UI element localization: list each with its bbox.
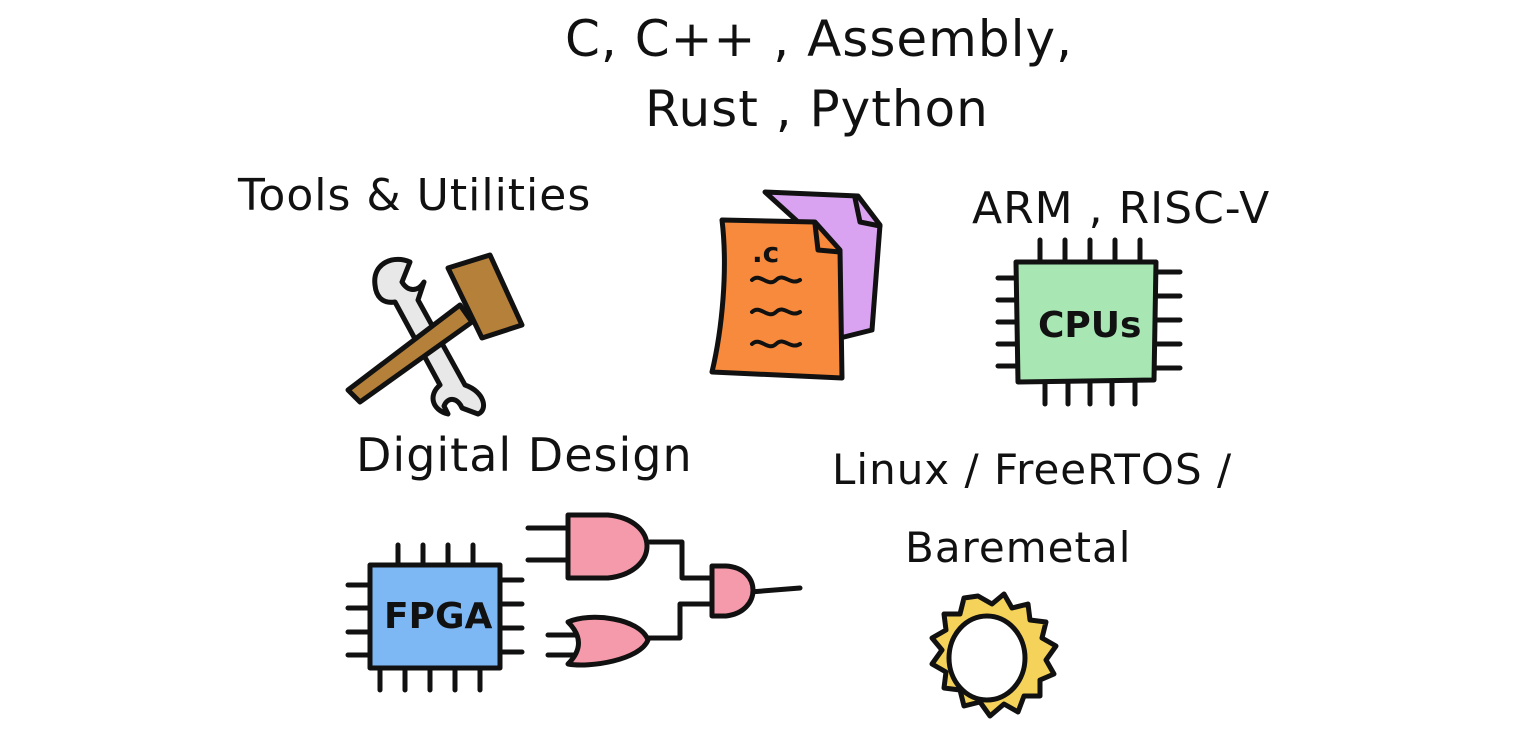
fpga-label: FPGA (384, 596, 493, 637)
languages-line-1: C, C++ , Assembly, (565, 10, 1073, 68)
source-files-icon: .c (709, 189, 883, 381)
cpu-label: CPUs (1038, 305, 1141, 346)
hammer-wrench-icon (345, 252, 525, 417)
architectures-label: ARM , RISC-V (972, 183, 1271, 234)
sun-ring-icon (929, 591, 1059, 719)
os-line-2: Baremetal (905, 523, 1132, 572)
languages-line-2: Rust , Python (645, 80, 989, 138)
file-extension-label: .c (752, 236, 779, 269)
digital-design-label: Digital Design (356, 428, 693, 482)
fpga-chip-icon (345, 542, 525, 693)
logic-gates-icon (525, 512, 803, 668)
os-line-1: Linux / FreeRTOS / (832, 445, 1233, 494)
tools-label: Tools & Utilities (238, 170, 592, 221)
cpu-chip-icon (995, 237, 1183, 407)
